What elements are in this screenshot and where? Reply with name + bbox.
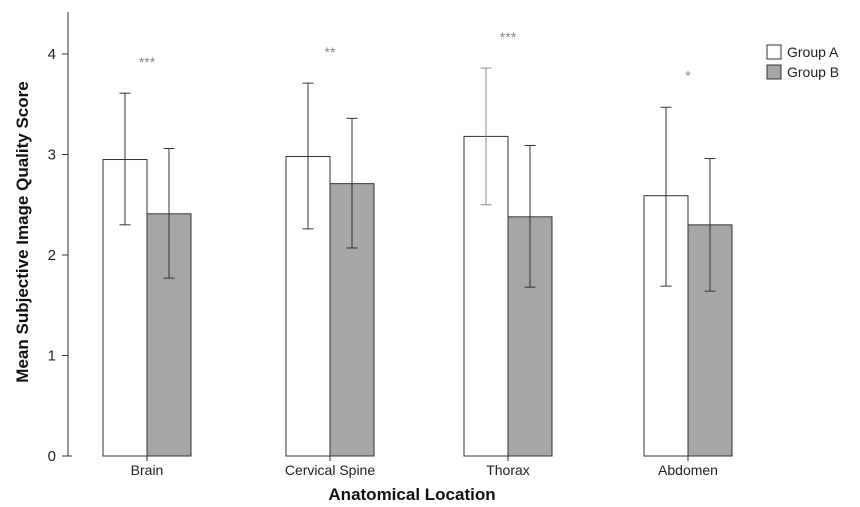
legend: Group A Group B bbox=[766, 44, 839, 80]
significance-marker: * bbox=[685, 67, 691, 83]
legend-swatch-group-a bbox=[766, 44, 782, 60]
y-tick-label: 1 bbox=[48, 348, 56, 365]
significance-marker: *** bbox=[500, 29, 517, 45]
y-tick-label: 4 bbox=[48, 46, 56, 63]
axes: 0 1 2 3 4 bbox=[48, 12, 689, 465]
bar-group-b-cervical-spine bbox=[329, 183, 375, 457]
labels: Brain *** Cervical Spine ** Thorax *** Abdomen… bbox=[13, 29, 718, 504]
y-tick-label: 0 bbox=[48, 448, 56, 465]
legend-label: Group B bbox=[787, 64, 839, 80]
significance-marker: ** bbox=[325, 44, 336, 60]
legend-swatch-group-b bbox=[766, 64, 782, 80]
x-tick-label: Abdomen bbox=[658, 462, 718, 478]
x-tick-label: Cervical Spine bbox=[285, 462, 375, 478]
x-tick-label: Thorax bbox=[486, 462, 530, 478]
y-tick-label: 3 bbox=[48, 147, 56, 164]
y-tick-label: 2 bbox=[48, 247, 56, 264]
legend-label: Group A bbox=[787, 44, 839, 60]
y-axis-title: Mean Subjective Image Quality Score bbox=[13, 81, 32, 382]
significance-marker: *** bbox=[139, 54, 156, 70]
x-tick-label: Brain bbox=[131, 462, 164, 478]
bars bbox=[102, 67, 733, 457]
x-axis-title: Anatomical Location bbox=[328, 485, 495, 504]
